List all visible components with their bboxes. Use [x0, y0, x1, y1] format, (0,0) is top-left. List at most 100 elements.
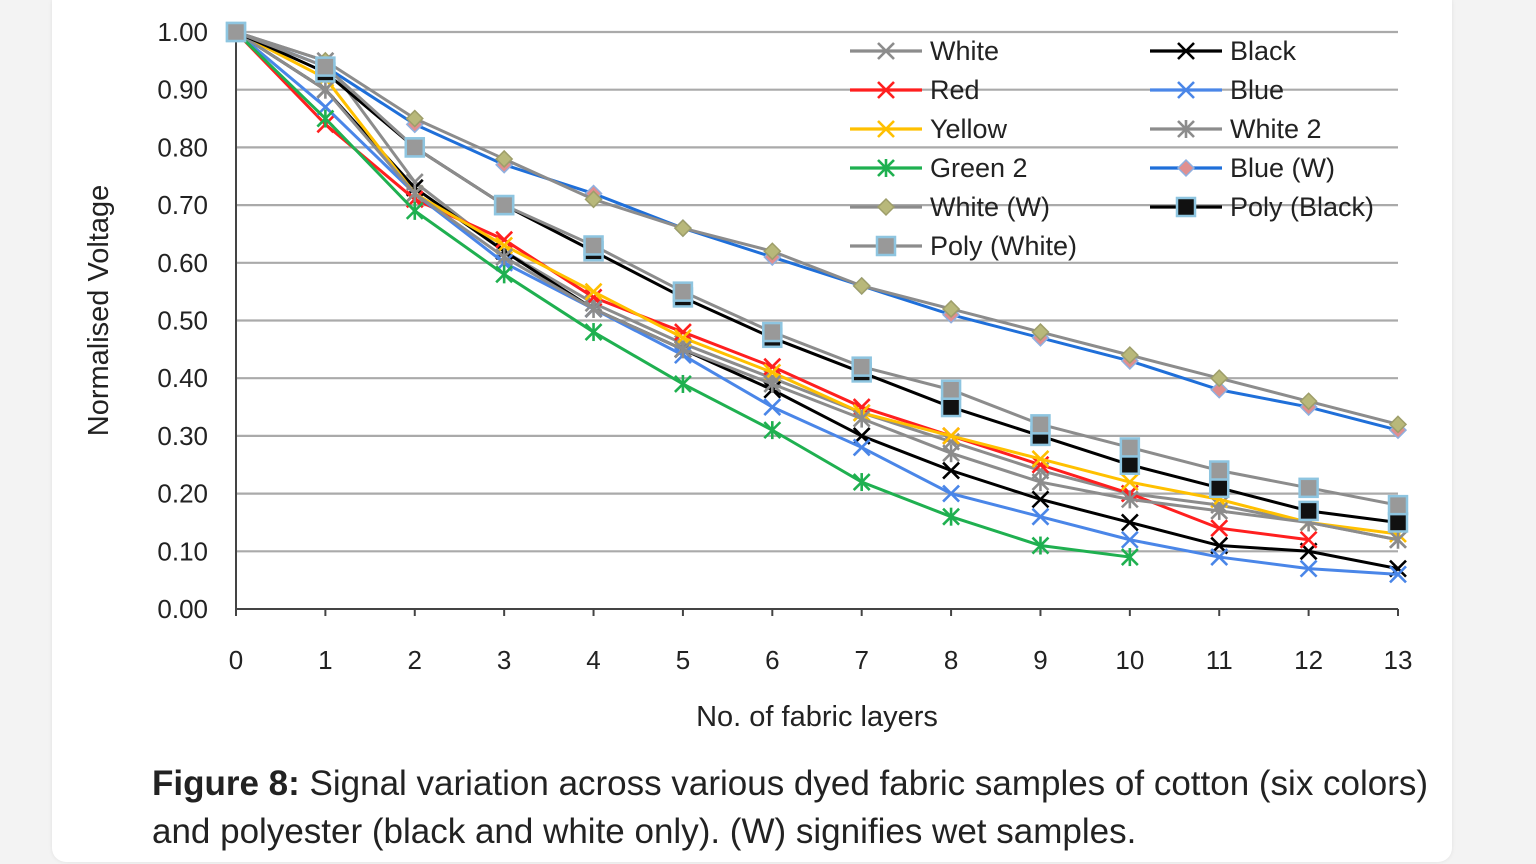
series-marker [942, 299, 961, 319]
series-marker [1175, 196, 1197, 218]
series-marker [1210, 519, 1229, 538]
series-marker [763, 357, 782, 376]
series-marker [1299, 392, 1318, 411]
series-marker [1210, 548, 1229, 566]
legend-label: White 2 [1230, 114, 1322, 144]
series-marker [1031, 322, 1050, 342]
series-marker [495, 248, 514, 267]
x-tick-label: 9 [1033, 645, 1047, 675]
y-tick-label: 0.50 [157, 306, 208, 336]
legend-item: White [850, 36, 999, 66]
series-line [235, 30, 1399, 432]
y-tick-label: 0.60 [157, 248, 208, 278]
series-marker [942, 507, 960, 526]
legend-item: Green 2 [850, 153, 1028, 183]
series-line [235, 30, 1399, 542]
legend-label: White (W) [930, 192, 1050, 222]
series-line [235, 30, 1399, 524]
series-line [235, 30, 1399, 542]
series-line [235, 30, 1399, 571]
series-marker [877, 42, 895, 60]
series-marker [495, 230, 514, 249]
series-marker [1176, 158, 1196, 178]
legend-item: Black [1150, 36, 1297, 66]
x-tick-label: 13 [1384, 645, 1413, 675]
legend-item: Yellow [850, 114, 1008, 144]
y-tick-label: 0.40 [157, 363, 208, 393]
series-marker [1210, 501, 1229, 520]
series-marker [584, 282, 603, 301]
y-tick-label: 0.20 [157, 479, 208, 509]
series-marker [852, 276, 871, 295]
series-line [235, 30, 1399, 426]
series-marker [225, 21, 247, 43]
series-marker [852, 409, 871, 428]
series-marker [584, 190, 603, 209]
legend-item: White (W) [850, 192, 1050, 222]
series-marker [316, 80, 335, 99]
series-marker [495, 149, 514, 169]
y-tick-label: 0.10 [157, 536, 208, 566]
series-line [235, 30, 1399, 536]
legend-label: Black [1230, 36, 1297, 66]
series-marker [876, 197, 896, 217]
legend-label: Poly (Black) [1230, 192, 1374, 222]
series-marker [495, 265, 514, 284]
series-marker [1210, 369, 1229, 388]
x-tick-label: 6 [765, 645, 779, 675]
legend: White Black Red Blue Yellow White 2 Green 2 Blu… [850, 36, 1374, 261]
y-tick-label: 0.30 [157, 421, 208, 451]
series-marker [583, 235, 604, 256]
series-black [227, 23, 1407, 578]
series-marker [875, 235, 897, 257]
series-marker [852, 438, 871, 457]
series-marker [1120, 473, 1139, 491]
x-tick-label: 4 [586, 645, 600, 675]
series-marker [1298, 477, 1319, 499]
series-marker [674, 340, 692, 359]
series-line [235, 30, 1399, 507]
legend-label: Blue (W) [1230, 153, 1335, 183]
series-marker [942, 444, 960, 463]
legend-label: Blue [1230, 75, 1284, 105]
series-marker [1177, 81, 1195, 99]
series-marker [584, 323, 603, 342]
series-marker [1177, 120, 1195, 138]
line-chart: 0.00 0.10 0.20 0.30 0.40 0.50 0.60 0.70 0.80 0.90… [83, 17, 1413, 733]
y-tick-label: 1.00 [157, 17, 208, 47]
series-marker [1120, 530, 1139, 549]
x-tick-label: 7 [854, 645, 868, 675]
series-marker [315, 56, 336, 77]
legend-item: Poly (Black) [1150, 192, 1374, 222]
x-tick-label: 10 [1115, 645, 1144, 675]
figure-caption: Figure 8: Signal variation across variou… [152, 760, 1482, 856]
series-marker [405, 184, 424, 203]
series-marker [1031, 536, 1050, 555]
series-marker [942, 484, 960, 503]
series-marker [1031, 507, 1050, 526]
series-marker [1119, 437, 1141, 458]
series-marker [763, 398, 782, 416]
series-marker [672, 281, 694, 302]
series-marker [1389, 565, 1407, 584]
caption-text: Signal variation across various dyed fab… [152, 764, 1429, 851]
legend-item: Poly (White) [850, 231, 1077, 261]
series-marker [763, 421, 782, 440]
series-marker [763, 374, 782, 393]
series-marker [404, 137, 426, 158]
series-marker [493, 194, 515, 216]
series-marker [584, 299, 603, 318]
legend-label: Red [930, 75, 980, 105]
series-blue [227, 23, 1407, 584]
series-marker [673, 219, 692, 238]
x-tick-label: 2 [408, 645, 422, 675]
y-tick-label: 0.70 [157, 190, 208, 220]
series-marker [763, 242, 782, 261]
legend-label: Poly (White) [930, 231, 1077, 261]
series-marker [1120, 346, 1139, 365]
legend-label: Green 2 [930, 153, 1028, 183]
legend-label: Yellow [930, 114, 1008, 144]
series-marker [852, 473, 871, 492]
series-marker [1119, 454, 1141, 475]
series-marker [316, 109, 335, 128]
